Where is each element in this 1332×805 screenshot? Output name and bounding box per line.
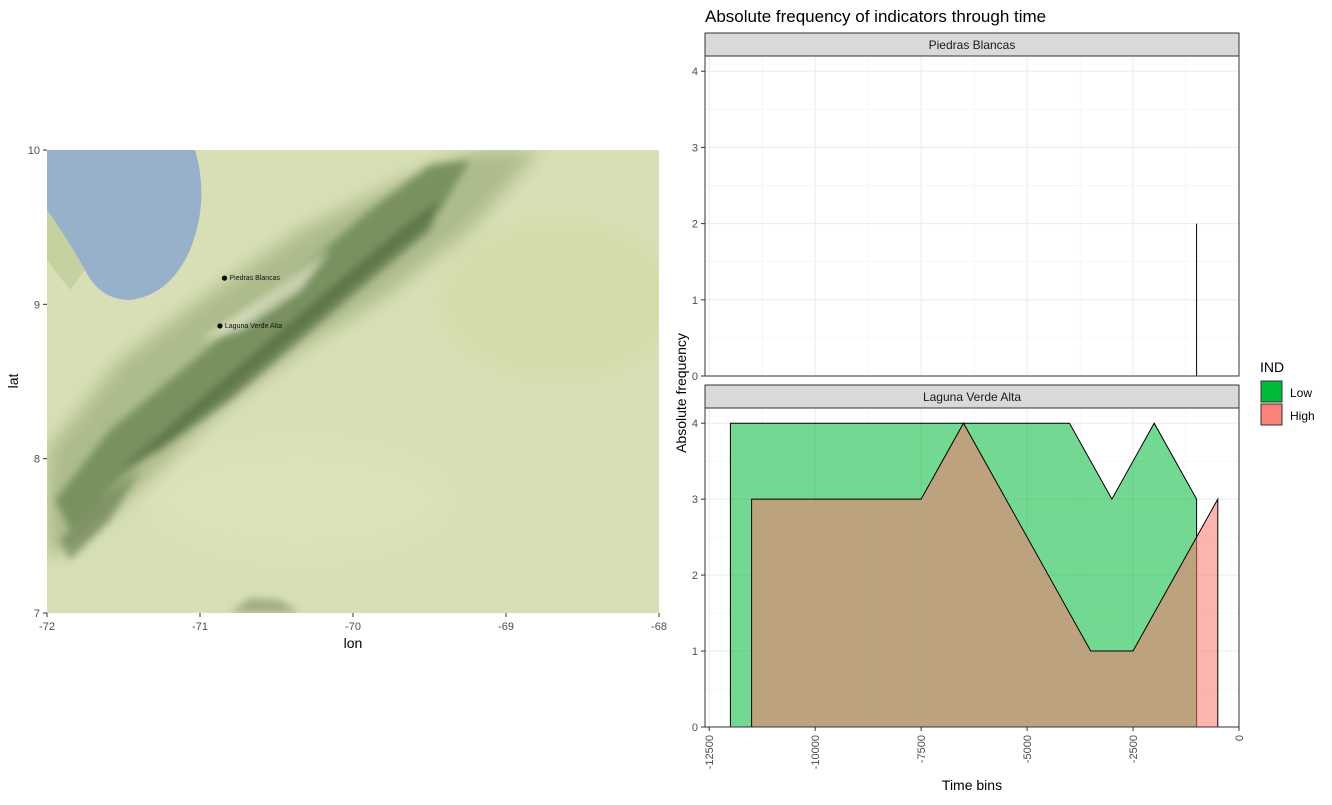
site-point: [217, 323, 223, 329]
map-y-tick-label: 9: [34, 299, 40, 311]
panel-background: [705, 56, 1239, 376]
legend-key-low: [1260, 380, 1283, 403]
chart-panel: Absolute frequency of indicators through…: [660, 0, 1332, 800]
x-tick-label: 0: [1234, 735, 1246, 741]
y-tick-label: 4: [692, 66, 698, 78]
panel-border: [704, 55, 1240, 377]
facet-panel: Piedras Blancas 0 1 2 3 4: [692, 32, 1240, 383]
terrain-basemap: [47, 150, 659, 613]
map-y-tick-label: 7: [34, 608, 40, 620]
map-y-axis-title: lat: [5, 374, 21, 389]
y-tick-label: 2: [692, 219, 698, 231]
x-tick-label: -2500: [1128, 735, 1140, 763]
map-x-axis-title: lon: [344, 635, 363, 651]
x-tick-label: -12500: [704, 735, 716, 769]
map-panel: -72 -71 -70 -69 -68 7 8 9 10 Piedras Blancas Lagu…: [5, 145, 667, 651]
y-tick-label: 0: [692, 371, 698, 383]
legend: IND Low High: [1260, 359, 1315, 426]
facets: Piedras Blancas 0 1 2 3 4 Laguna Verde Alta 0 1 2…: [692, 32, 1246, 769]
legend-label: High: [1290, 409, 1315, 423]
y-tick-label: 1: [692, 295, 698, 307]
map-y-tick-label: 8: [34, 454, 40, 466]
chart-svg: Absolute frequency of indicators through…: [673, 7, 1315, 793]
map-x-tick-label: -70: [345, 621, 361, 633]
y-tick-label: 2: [692, 570, 698, 582]
facet-strip-label: Laguna Verde Alta: [923, 390, 1021, 404]
facet-panel: Laguna Verde Alta 0 1 2 3 4 -12500 -10000 -7500 -…: [692, 384, 1246, 769]
x-tick-label: -5000: [1022, 735, 1034, 763]
map-x-tick-label: -71: [192, 621, 208, 633]
y-tick-label: 0: [692, 722, 698, 734]
x-tick-label: -10000: [810, 735, 822, 769]
x-tick-label: -7500: [916, 735, 928, 763]
map-x-tick-label: -72: [39, 621, 55, 633]
map-y-tick-label: 10: [28, 145, 40, 157]
map-axes: -72 -71 -70 -69 -68 7 8 9 10: [28, 145, 667, 633]
site-label: Laguna Verde Alta: [225, 323, 282, 330]
chart-x-axis-title: Time bins: [942, 777, 1002, 793]
site-label: Piedras Blancas: [229, 275, 280, 282]
legend-label: Low: [1290, 386, 1312, 400]
site-point: [221, 275, 228, 281]
legend-title: IND: [1260, 359, 1284, 375]
y-tick-label: 1: [692, 646, 698, 658]
panel-border: [704, 407, 1240, 728]
map-x-tick-label: -69: [498, 621, 514, 633]
facet-strip-label: Piedras Blancas: [929, 38, 1016, 52]
map-x-tick-label: -68: [651, 621, 667, 633]
legend-key-high: [1260, 403, 1283, 426]
y-tick-label: 4: [692, 418, 698, 430]
y-tick-label: 3: [692, 142, 698, 154]
chart-title: Absolute frequency of indicators through…: [705, 7, 1046, 26]
map-svg: -72 -71 -70 -69 -68 7 8 9 10 Piedras Blancas Lagu…: [5, 145, 667, 651]
map-sites: Piedras Blancas Laguna Verde Alta: [217, 275, 282, 330]
chart-y-axis-title: Absolute frequency: [673, 333, 689, 453]
y-tick-label: 3: [692, 494, 698, 506]
area-high: [751, 422, 1219, 728]
